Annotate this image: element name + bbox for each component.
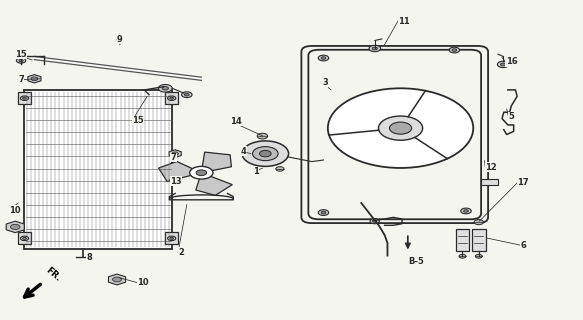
- Bar: [18, 232, 31, 244]
- Text: 17: 17: [517, 179, 529, 188]
- Text: 6: 6: [520, 241, 526, 250]
- Text: FR.: FR.: [44, 265, 63, 283]
- Text: 16: 16: [505, 57, 517, 66]
- Text: 10: 10: [138, 278, 149, 287]
- Text: 14: 14: [230, 116, 242, 126]
- Circle shape: [378, 116, 423, 140]
- Text: 13: 13: [170, 177, 181, 186]
- Circle shape: [461, 208, 471, 214]
- Circle shape: [242, 141, 289, 166]
- Circle shape: [20, 96, 29, 100]
- Polygon shape: [196, 173, 232, 196]
- Circle shape: [372, 47, 377, 50]
- Circle shape: [169, 176, 179, 182]
- Text: 3: 3: [322, 78, 328, 87]
- Circle shape: [16, 58, 26, 63]
- Text: 1: 1: [252, 167, 258, 176]
- Bar: [24, 90, 172, 249]
- Circle shape: [318, 55, 329, 61]
- Circle shape: [159, 84, 172, 92]
- Circle shape: [196, 170, 206, 176]
- Text: 15: 15: [15, 50, 26, 59]
- Circle shape: [162, 87, 168, 90]
- Bar: [166, 92, 178, 104]
- Circle shape: [31, 77, 38, 81]
- Text: 9: 9: [117, 35, 123, 44]
- Circle shape: [497, 61, 509, 68]
- Text: 7: 7: [18, 75, 24, 84]
- Polygon shape: [108, 274, 125, 285]
- Circle shape: [449, 47, 459, 53]
- Circle shape: [113, 277, 121, 282]
- Polygon shape: [28, 75, 41, 83]
- Text: 11: 11: [398, 17, 410, 26]
- Circle shape: [321, 57, 326, 59]
- Circle shape: [168, 96, 175, 100]
- Circle shape: [20, 236, 29, 241]
- Circle shape: [170, 97, 174, 99]
- Text: 8: 8: [87, 253, 93, 262]
- Circle shape: [373, 220, 377, 222]
- Circle shape: [459, 254, 466, 258]
- Polygon shape: [201, 152, 231, 173]
- Circle shape: [23, 97, 26, 99]
- Text: 10: 10: [9, 205, 21, 214]
- Bar: [166, 232, 178, 244]
- Text: 5: 5: [508, 112, 514, 121]
- Circle shape: [321, 211, 326, 214]
- Polygon shape: [169, 150, 181, 157]
- Circle shape: [181, 92, 192, 98]
- Circle shape: [276, 167, 284, 171]
- Circle shape: [23, 237, 26, 239]
- Bar: [472, 228, 486, 251]
- Circle shape: [475, 254, 482, 258]
- Polygon shape: [159, 162, 201, 181]
- Circle shape: [452, 49, 456, 52]
- Circle shape: [318, 210, 329, 215]
- Bar: [455, 228, 469, 251]
- Circle shape: [474, 220, 483, 225]
- Circle shape: [170, 237, 174, 239]
- Polygon shape: [6, 221, 24, 233]
- Circle shape: [389, 122, 412, 134]
- Circle shape: [259, 150, 271, 157]
- Bar: [18, 92, 31, 104]
- Circle shape: [328, 88, 473, 168]
- Circle shape: [172, 152, 178, 155]
- Text: 7: 7: [170, 153, 176, 162]
- Polygon shape: [480, 179, 498, 186]
- Circle shape: [370, 219, 380, 224]
- Text: 12: 12: [485, 163, 497, 172]
- Text: 4: 4: [241, 147, 247, 156]
- Circle shape: [19, 60, 23, 62]
- Circle shape: [257, 133, 268, 139]
- Circle shape: [184, 93, 189, 96]
- Circle shape: [369, 45, 381, 52]
- Circle shape: [252, 147, 278, 161]
- Circle shape: [10, 224, 20, 229]
- Text: B-5: B-5: [408, 257, 424, 266]
- Circle shape: [189, 166, 213, 179]
- Circle shape: [168, 236, 175, 241]
- Circle shape: [463, 210, 468, 212]
- Circle shape: [501, 63, 506, 66]
- Text: 15: 15: [132, 116, 144, 125]
- Text: 2: 2: [178, 248, 184, 257]
